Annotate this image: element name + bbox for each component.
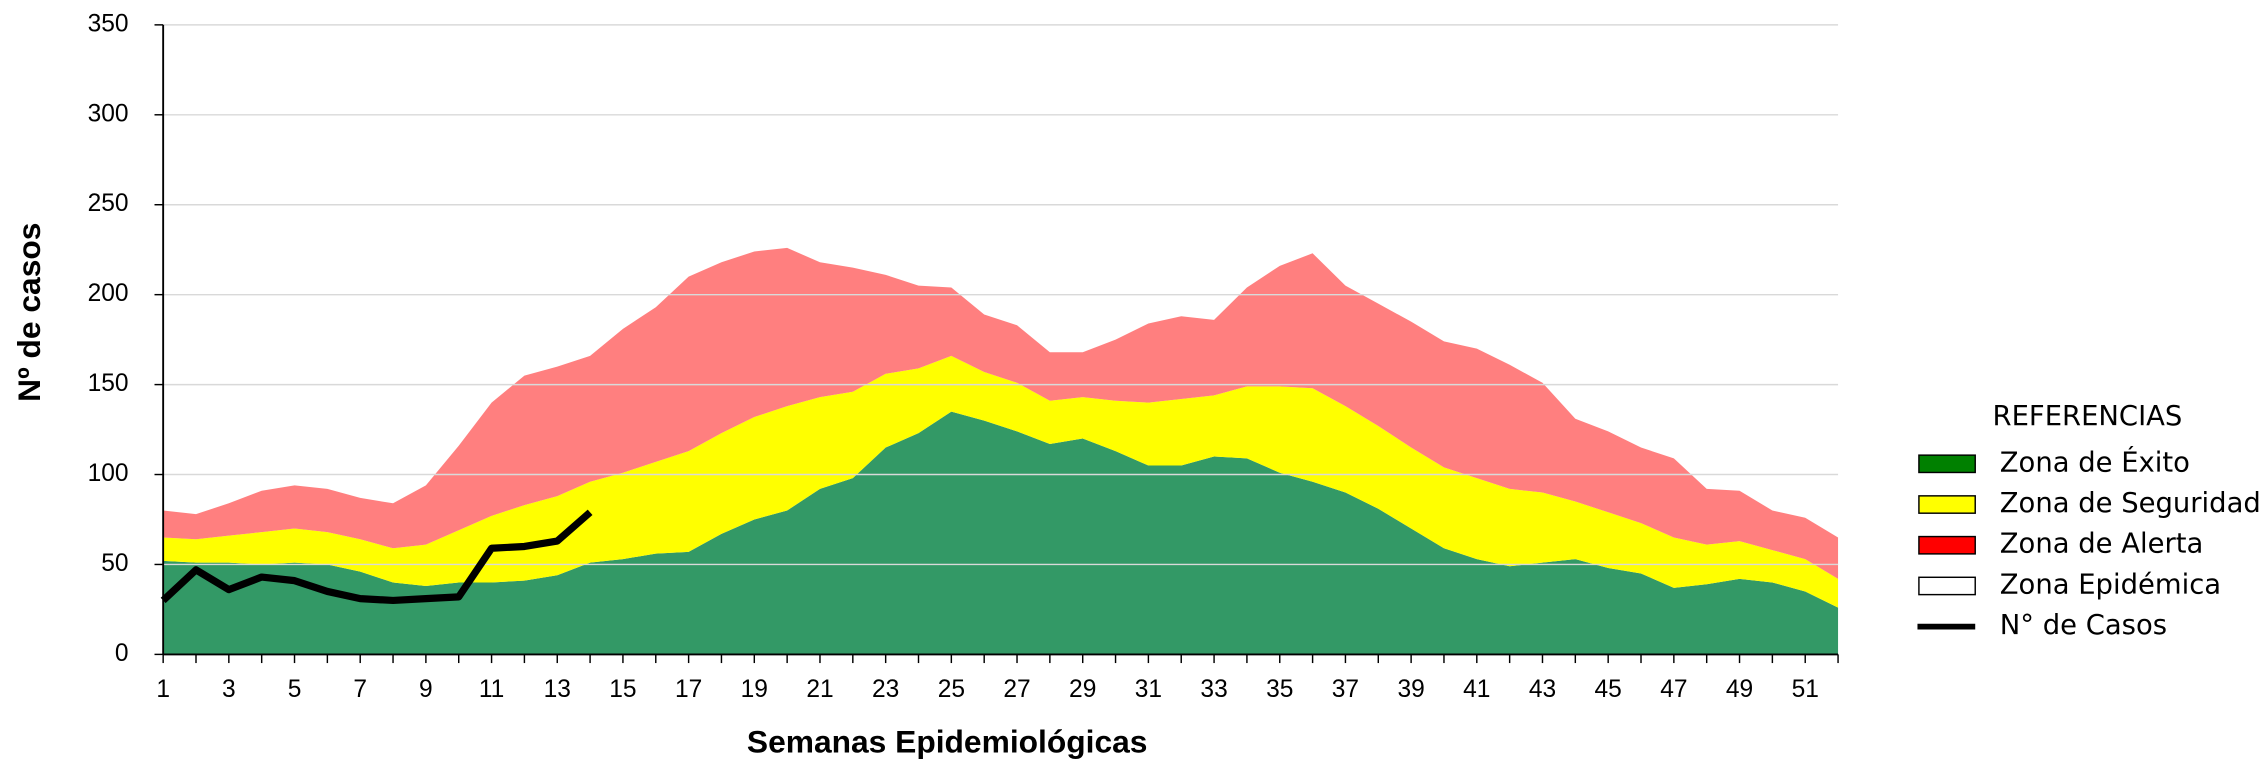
x-tick-label: 37 [1332, 676, 1359, 703]
x-tick-label: 5 [288, 676, 302, 703]
y-tick-label: 300 [88, 100, 129, 127]
legend-swatch [1918, 454, 1976, 474]
x-tick-label: 33 [1200, 676, 1227, 703]
x-tick-label: 23 [872, 676, 899, 703]
legend-label: N° de Casos [2000, 610, 2167, 641]
plot-area [163, 247, 1839, 655]
x-tick-label: 29 [1069, 676, 1096, 703]
x-tick-label: 43 [1529, 676, 1556, 703]
x-tick-label: 47 [1660, 676, 1687, 703]
y-tick-label: 150 [88, 370, 129, 397]
x-tick-label: 11 [479, 676, 504, 703]
x-tick-label: 13 [544, 676, 571, 703]
legend-label: Zona Epidémica [2000, 569, 2221, 600]
x-axis-title: Semanas Epidemiológicas [747, 723, 1148, 759]
x-tick-label: 39 [1397, 676, 1424, 703]
legend-label: Zona de Seguridad [2000, 488, 2261, 519]
y-axis-title: Nº de casos [11, 223, 47, 402]
x-tick-label: 7 [353, 676, 367, 703]
x-tick-label: 9 [419, 676, 433, 703]
area [163, 247, 1839, 579]
legend-title: REFERENCIAS [1993, 401, 2183, 432]
x-tick-label: 45 [1595, 676, 1622, 703]
y-tick-label: 350 [88, 10, 129, 37]
legend-label: Zona de Éxito [2000, 446, 2190, 478]
x-tick-label: 17 [675, 676, 702, 703]
grid [163, 24, 1839, 566]
x-tick-label: 15 [609, 676, 636, 703]
y-tick-label: 250 [88, 190, 129, 217]
x-tick-label: 51 [1792, 676, 1819, 703]
legend-label: Zona de Alerta [2000, 529, 2204, 560]
area [163, 355, 1839, 608]
x-tick-label: 31 [1135, 676, 1162, 703]
y-tick-label: 0 [115, 640, 129, 667]
x-tick-label: 35 [1266, 676, 1293, 703]
x-tick-label: 27 [1003, 676, 1030, 703]
y-tick-label: 100 [88, 460, 129, 487]
x-tick-label: 21 [806, 676, 833, 703]
x-tick-label: 41 [1463, 676, 1490, 703]
area [163, 411, 1839, 655]
line [160, 509, 593, 605]
x-tick-label: 3 [222, 676, 236, 703]
x-tick-label: 1 [156, 676, 170, 703]
x-tick-label: 49 [1726, 676, 1753, 703]
x-tick-label: 25 [938, 676, 965, 703]
legend-swatch [1918, 576, 1976, 596]
legend-swatch [1918, 535, 1976, 555]
legend-swatch [1918, 495, 1976, 514]
y-tick-label: 50 [101, 550, 128, 577]
x-tick-label: 19 [741, 676, 768, 703]
y-tick-label: 200 [88, 280, 129, 307]
